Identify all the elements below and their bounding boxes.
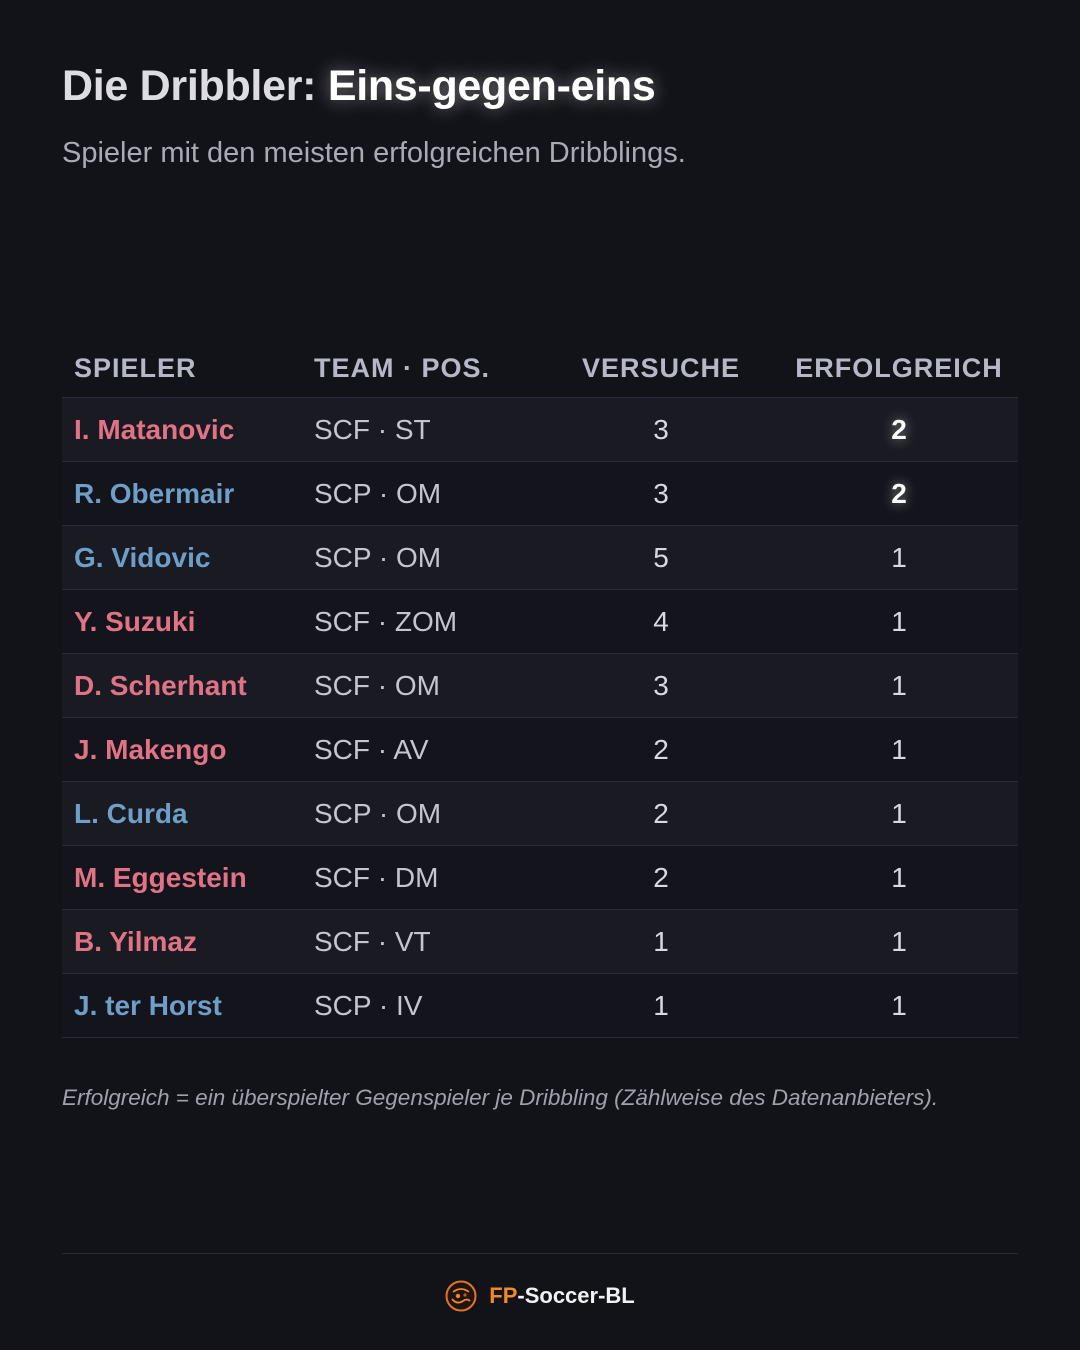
successful-value: 1 bbox=[780, 781, 1018, 846]
table-row: G. Vidovic SCP · OM 5 1 bbox=[62, 525, 1018, 590]
successful-value: 1 bbox=[780, 717, 1018, 782]
attempts-value: 3 bbox=[542, 653, 780, 718]
footnote: Erfolgreich = ein überspielter Gegenspie… bbox=[62, 1085, 939, 1110]
title-part-1: Die Dribbler: bbox=[62, 62, 317, 110]
dribbling-stats-table: SPIELER TEAM · POS. VERSUCHE ERFOLGREICH… bbox=[62, 339, 1018, 1038]
table-row: J. Makengo SCF · AV 2 1 bbox=[62, 717, 1018, 782]
successful-value: 1 bbox=[780, 525, 1018, 590]
table-row: D. Scherhant SCF · OM 3 1 bbox=[62, 653, 1018, 718]
player-name: L. Curda bbox=[62, 781, 302, 846]
team-position: SCF · ZOM bbox=[302, 589, 542, 654]
team-position: SCF · VT bbox=[302, 909, 542, 974]
attempts-value: 4 bbox=[542, 589, 780, 654]
attempts-value: 3 bbox=[542, 461, 780, 526]
player-name: Y. Suzuki bbox=[62, 589, 302, 654]
attempts-value: 5 bbox=[542, 525, 780, 590]
table-row: R. Obermair SCP · OM 3 2 bbox=[62, 461, 1018, 526]
team-position: SCF · DM bbox=[302, 845, 542, 910]
attempts-value: 3 bbox=[542, 397, 780, 462]
player-name: I. Matanovic bbox=[62, 397, 302, 462]
player-name: M. Eggestein bbox=[62, 845, 302, 910]
column-header-player: SPIELER bbox=[62, 339, 302, 398]
soccer-logo-icon bbox=[445, 1280, 477, 1312]
team-position: SCP · OM bbox=[302, 781, 542, 846]
table-row: B. Yilmaz SCF · VT 1 1 bbox=[62, 909, 1018, 974]
table-row: J. ter Horst SCP · IV 1 1 bbox=[62, 973, 1018, 1038]
page-title: Die Dribbler: Eins-gegen-eins bbox=[62, 60, 656, 112]
attempts-value: 2 bbox=[542, 717, 780, 782]
table-row: L. Curda SCP · OM 2 1 bbox=[62, 781, 1018, 846]
team-position: SCF · OM bbox=[302, 653, 542, 718]
table-row: I. Matanovic SCF · ST 3 2 bbox=[62, 397, 1018, 462]
team-position: SCP · OM bbox=[302, 525, 542, 590]
player-name: J. Makengo bbox=[62, 717, 302, 782]
table-header-row: SPIELER TEAM · POS. VERSUCHE ERFOLGREICH bbox=[62, 339, 1018, 398]
successful-value: 1 bbox=[780, 909, 1018, 974]
table-body: I. Matanovic SCF · ST 3 2 R. Obermair SCP · O… bbox=[62, 397, 1018, 1038]
successful-value: 1 bbox=[780, 653, 1018, 718]
successful-value: 1 bbox=[780, 973, 1018, 1038]
player-name: J. ter Horst bbox=[62, 973, 302, 1038]
successful-value: 1 bbox=[780, 845, 1018, 910]
column-header-attempts: VERSUCHE bbox=[542, 339, 780, 398]
page-subtitle: Spieler mit den meisten erfolgreichen Dr… bbox=[62, 137, 686, 169]
team-position: SCP · IV bbox=[302, 973, 542, 1038]
brand-name-accent: FP bbox=[489, 1283, 518, 1308]
attempts-value: 2 bbox=[542, 781, 780, 846]
brand-name: FP-Soccer-BL bbox=[489, 1283, 634, 1309]
player-name: B. Yilmaz bbox=[62, 909, 302, 974]
table-row: Y. Suzuki SCF · ZOM 4 1 bbox=[62, 589, 1018, 654]
team-position: SCF · ST bbox=[302, 397, 542, 462]
footer-divider bbox=[62, 1253, 1018, 1254]
attempts-value: 1 bbox=[542, 973, 780, 1038]
attempts-value: 2 bbox=[542, 845, 780, 910]
player-name: D. Scherhant bbox=[62, 653, 302, 718]
successful-value: 2 bbox=[780, 397, 1018, 462]
successful-value: 1 bbox=[780, 589, 1018, 654]
team-position: SCF · AV bbox=[302, 717, 542, 782]
brand-footer: FP-Soccer-BL bbox=[0, 1280, 1080, 1312]
brand-name-rest: -Soccer-BL bbox=[517, 1283, 635, 1308]
player-name: R. Obermair bbox=[62, 461, 302, 526]
table-row: M. Eggestein SCF · DM 2 1 bbox=[62, 845, 1018, 910]
column-header-successful: ERFOLGREICH bbox=[780, 339, 1018, 398]
player-name: G. Vidovic bbox=[62, 525, 302, 590]
successful-value: 2 bbox=[780, 461, 1018, 526]
team-position: SCP · OM bbox=[302, 461, 542, 526]
column-header-team-pos: TEAM · POS. bbox=[302, 339, 542, 398]
title-part-2: Eins-gegen-eins bbox=[327, 62, 656, 110]
attempts-value: 1 bbox=[542, 909, 780, 974]
